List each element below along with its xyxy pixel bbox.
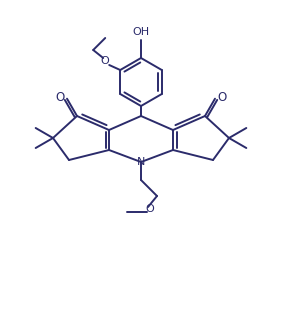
Text: O: O [55, 91, 65, 104]
Text: O: O [217, 91, 227, 104]
Text: O: O [146, 204, 154, 214]
Text: N: N [137, 157, 145, 167]
Text: O: O [101, 56, 110, 66]
Text: OH: OH [132, 27, 149, 37]
